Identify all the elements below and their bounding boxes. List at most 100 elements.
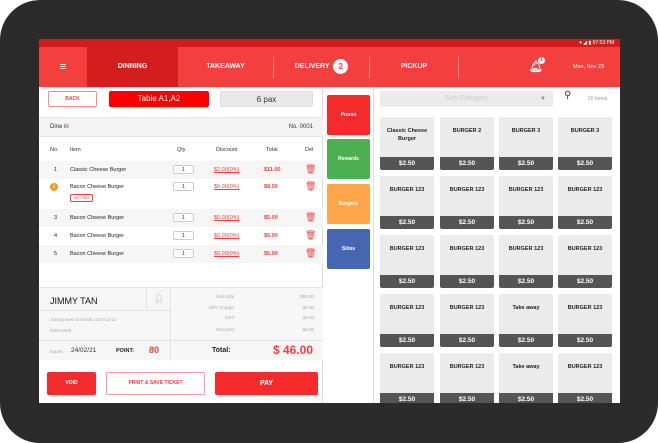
qty-input[interactable]: 1 xyxy=(173,182,194,191)
table-button[interactable]: Table A1,A2 xyxy=(109,91,209,107)
trash-icon[interactable]: 🗑︎ xyxy=(305,181,317,191)
point-label: POINT: xyxy=(116,348,135,354)
trash-icon[interactable]: 🗑︎ xyxy=(305,230,317,240)
subcategory-select[interactable]: Sub Category ▼ xyxy=(380,91,553,107)
tab-dinning[interactable]: DINNING xyxy=(87,47,178,87)
void-button[interactable]: VOID xyxy=(47,372,96,395)
qty-input[interactable]: 1 xyxy=(173,213,194,222)
menu-item[interactable]: BURGER 2 $2.50 xyxy=(440,117,494,170)
menu-item-name: Take away xyxy=(512,305,540,311)
pay-button[interactable]: PAY xyxy=(215,372,318,395)
tab-delivery[interactable]: DELIVERY 2 xyxy=(274,47,369,87)
menu-item[interactable]: Take away $2.50 xyxy=(499,353,553,403)
discount-link[interactable]: $0.00(0%) xyxy=(214,184,240,190)
order-row[interactable]: 2 Bacon Cheese Burger NO CHILI 1 $0.00(0… xyxy=(39,179,323,209)
menu-item[interactable]: BURGER 123 $2.50 xyxy=(380,353,434,403)
col-item: Item xyxy=(70,147,81,153)
trash-icon[interactable]: 🗑︎ xyxy=(305,164,317,174)
menu-item[interactable]: BURGER 123 $2.50 xyxy=(380,176,434,229)
customer-card[interactable]: JIMMY TAN 👤︎ Jurong west st 65 blk 123 #… xyxy=(39,288,171,361)
qty-input[interactable]: 1 xyxy=(173,231,194,240)
menu-item[interactable]: BURGER 123 $2.50 xyxy=(558,353,612,403)
menu-item-price: $2.50 xyxy=(440,393,494,403)
order-row[interactable]: 3 Bacon Cheese Burger 1 $0.00(0%) $5.00 … xyxy=(39,209,323,227)
tab-delivery-label: DELIVERY xyxy=(294,63,330,70)
bell-icon[interactable]: 🔔︎ 1 xyxy=(524,47,548,87)
menu-item[interactable]: BURGER 123 $2.50 xyxy=(558,235,612,288)
discount-link[interactable]: $0.00(0%) xyxy=(214,215,240,221)
tab-takeaway[interactable]: TAKEAWAY xyxy=(206,63,245,70)
pax-button[interactable]: 6 pax xyxy=(220,91,313,107)
menu-item[interactable]: BURGER 123 $2.50 xyxy=(380,235,434,288)
modifier-tag[interactable]: NO CHILI xyxy=(70,194,94,202)
menu-item[interactable]: BURGER 123 $2.50 xyxy=(558,176,612,229)
order-info-bar: Dine in No. 0001 xyxy=(39,117,323,137)
menu-item[interactable]: BURGER 123 $2.50 xyxy=(558,294,612,347)
menu-item[interactable]: BURGER 3 $2.50 xyxy=(558,117,612,170)
order-row[interactable]: 5 Bacon Cheese Burger 1 $0.00(0%) $5.00 … xyxy=(39,245,323,263)
tab-pickup[interactable]: PICKUP xyxy=(400,63,428,70)
divider xyxy=(39,310,171,311)
order-panel: BACK Table A1,A2 6 pax Dine in No. 0001 … xyxy=(39,87,323,403)
notification-badge: 1 xyxy=(538,57,545,64)
gst-label: GST: xyxy=(224,315,235,320)
menu-item-name: BURGER 123 xyxy=(449,305,485,311)
menu-item-price: $2.50 xyxy=(380,216,434,229)
menu-item-name: BURGER 123 xyxy=(389,246,425,252)
print-save-ticket-button[interactable]: PRINT & SAVE TICKET xyxy=(106,372,205,395)
menu-item[interactable]: BURGER 123 $2.50 xyxy=(440,176,494,229)
row-total: $5.00 xyxy=(264,215,278,221)
menu-item[interactable]: Take away $2.50 xyxy=(499,294,553,347)
category-rewards[interactable]: Rewards xyxy=(327,139,370,179)
order-row[interactable]: 1 Classic Cheese Burger 1 $2.00(0%) $11.… xyxy=(39,161,323,179)
trash-icon[interactable]: 🗑︎ xyxy=(305,248,317,258)
expire-label: Expire xyxy=(50,349,63,354)
qty-input[interactable]: 1 xyxy=(173,165,194,174)
date: Mon, Nov 23 xyxy=(572,64,605,70)
row-total: $8.00 xyxy=(264,184,278,190)
back-button[interactable]: BACK xyxy=(48,91,97,107)
menu-item-price: $2.50 xyxy=(499,275,553,288)
col-discount: Discount xyxy=(216,147,238,153)
menu-item-name: Classic Cheese Burger xyxy=(386,128,428,142)
menu-item[interactable]: BURGER 123 $2.50 xyxy=(440,294,494,347)
row-no: 1 xyxy=(54,167,58,173)
menu-item[interactable]: BURGER 123 $2.50 xyxy=(499,235,553,288)
qty-input[interactable]: 1 xyxy=(173,249,194,258)
order-number: No. 0001 xyxy=(288,124,313,130)
menu-item[interactable]: BURGER 123 $2.50 xyxy=(440,235,494,288)
menu-icon[interactable]: ≡ xyxy=(59,61,67,73)
menu-item[interactable]: BURGER 123 $2.50 xyxy=(440,353,494,403)
menu-item-price: $2.50 xyxy=(558,275,612,288)
discount-link[interactable]: $2.00(0%) xyxy=(214,167,240,173)
discount-link[interactable]: $0.00(0%) xyxy=(214,233,240,239)
row-item: Bacon Cheese Burger xyxy=(70,184,125,190)
menu-item[interactable]: Classic Cheese Burger $2.50 xyxy=(380,117,434,170)
search-icon[interactable]: ⚲ xyxy=(564,90,572,101)
row-item: Classic Cheese Burger xyxy=(70,167,127,173)
row-item: Bacon Cheese Burger xyxy=(70,251,125,257)
category-promo[interactable]: Promo xyxy=(327,95,370,135)
menu-item[interactable]: BURGER 123 $2.50 xyxy=(499,176,553,229)
divider xyxy=(273,56,274,78)
status-bar: ▾ ◢ ▮ 07:53 PM xyxy=(39,39,620,47)
menu-item[interactable]: BURGER 123 $2.50 xyxy=(380,294,434,347)
trash-icon[interactable]: 🗑︎ xyxy=(305,212,317,222)
menu-item-price: $2.50 xyxy=(380,157,434,170)
discount-link[interactable]: $0.00(0%) xyxy=(214,251,240,257)
menu-item-name: BURGER 3 xyxy=(570,128,600,134)
srv-label: SRV Charge: xyxy=(208,305,235,310)
category-burgers[interactable]: Burgers xyxy=(327,184,370,224)
bill-summary: Sub total: $50.00 SRV Charge: $5.00 GST:… xyxy=(172,288,323,361)
divider xyxy=(172,340,323,341)
total-label: Total: xyxy=(212,347,231,354)
order-row[interactable]: 4 Bacon Cheese Burger 1 $0.00(0%) $5.00 … xyxy=(39,227,323,245)
menu-grid: Sub Category ▼ ⚲ 20 Items Classic Cheese … xyxy=(373,87,620,403)
row-no: 5 xyxy=(54,251,58,257)
menu-item-name: BURGER 123 xyxy=(567,305,603,311)
user-icon[interactable]: 👤︎ xyxy=(146,288,171,310)
menu-item[interactable]: BURGER 3 $2.50 xyxy=(499,117,553,170)
row-total: $11.00 xyxy=(264,167,281,173)
menu-item-price: $2.50 xyxy=(558,216,612,229)
category-sides[interactable]: Sides xyxy=(327,229,370,269)
